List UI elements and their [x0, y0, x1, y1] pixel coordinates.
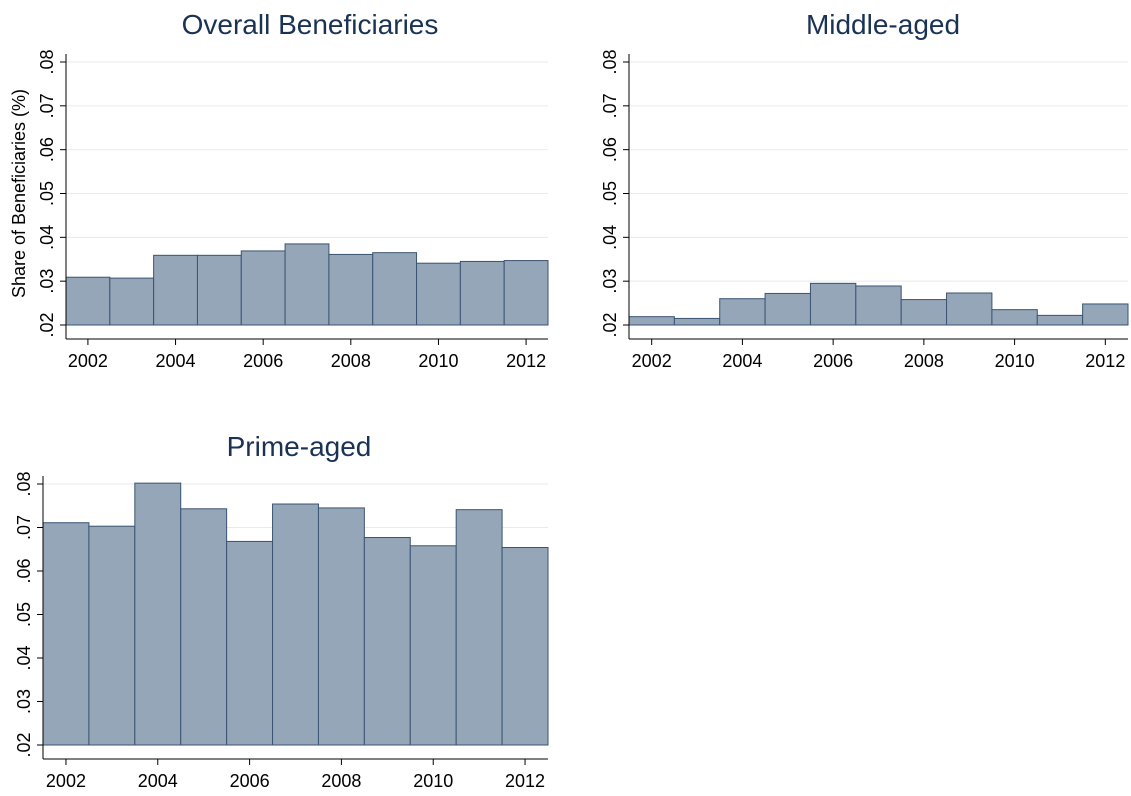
- y-tick-label: .08: [14, 471, 34, 496]
- bar-2008: [317, 507, 365, 746]
- bar-2006: [240, 250, 286, 326]
- y-tick-label: .03: [14, 689, 34, 714]
- bar-2012: [501, 547, 549, 746]
- y-tick-label: .07: [600, 93, 620, 118]
- bar-2004: [153, 254, 198, 326]
- y-tick-label: .05: [14, 602, 34, 627]
- y-tick-label: .08: [600, 49, 620, 74]
- bar-2012: [503, 260, 549, 326]
- x-tick-label: 2008: [321, 771, 361, 791]
- bar-2002: [65, 276, 111, 326]
- bar-2004: [134, 482, 182, 746]
- bar-2005: [764, 292, 811, 326]
- bar-2006: [809, 282, 857, 326]
- y-tick-label: .02: [37, 312, 57, 337]
- bar-2012: [1082, 303, 1129, 326]
- bar-2005: [180, 508, 228, 746]
- x-tick-label: 2006: [813, 351, 853, 371]
- bar-2011: [459, 260, 505, 326]
- chart-panel-2: .02 .03 .04 .05 .06 .07 .08 2002 2004 2006 2008 201…: [600, 9, 1129, 371]
- bar-2009: [363, 537, 411, 746]
- y-tick-label: .07: [37, 93, 57, 118]
- y-tick-label: .05: [600, 181, 620, 206]
- x-tick-label: 2012: [505, 771, 545, 791]
- bar-2003: [673, 317, 721, 326]
- bar-2005: [196, 254, 242, 326]
- bar-2002: [42, 522, 90, 746]
- bar-2010: [416, 262, 461, 326]
- y-axis-label: Share of Beneficiaries (%): [9, 89, 29, 298]
- y-tick-label: .08: [37, 49, 57, 74]
- x-tick-label: 2002: [632, 351, 672, 371]
- chart-title: Prime-aged: [227, 431, 372, 462]
- chart-panel-3: .02 .03 .04 .05 .06 .07 .08 2002 2004 2006 2008 201…: [14, 431, 549, 791]
- chart-title: Overall Beneficiaries: [182, 9, 439, 40]
- bar-2002: [628, 316, 675, 326]
- x-tick-label: 2010: [413, 771, 453, 791]
- y-tick-label: .07: [14, 515, 34, 540]
- y-tick-label: .04: [37, 225, 57, 250]
- y-tick-label: .03: [600, 269, 620, 294]
- x-tick-label: 2006: [230, 771, 270, 791]
- x-tick-label: 2010: [418, 351, 458, 371]
- bar-2010: [409, 545, 457, 746]
- bar-2007: [272, 503, 319, 746]
- bar-2006: [226, 540, 274, 746]
- bar-2003: [109, 277, 155, 326]
- x-tick-label: 2002: [68, 351, 108, 371]
- x-tick-label: 2002: [46, 771, 86, 791]
- y-tick-label: .02: [600, 312, 620, 337]
- y-tick-label: .02: [14, 732, 34, 757]
- bar-2011: [1036, 314, 1084, 326]
- y-tick-label: .06: [600, 137, 620, 162]
- y-tick-label: .03: [37, 269, 57, 294]
- x-tick-label: 2006: [243, 351, 283, 371]
- y-tick-label: .04: [600, 225, 620, 250]
- bar-2008: [900, 299, 948, 326]
- bar-2003: [88, 525, 136, 746]
- y-tick-label: .06: [37, 137, 57, 162]
- x-tick-label: 2012: [506, 351, 546, 371]
- y-tick-label: .06: [14, 558, 34, 583]
- x-tick-label: 2008: [904, 351, 944, 371]
- y-tick-label: .04: [14, 645, 34, 670]
- x-tick-label: 2010: [995, 351, 1035, 371]
- y-tick-label: .05: [37, 181, 57, 206]
- chart-title: Middle-aged: [806, 9, 960, 40]
- chart-panel-1: .02 .03 .04 .05 .06 .07 .08 2002 2004 2006 2008 201…: [9, 9, 549, 371]
- bar-2007: [284, 243, 330, 326]
- bar-2004: [719, 298, 766, 326]
- x-tick-label: 2004: [138, 771, 178, 791]
- bar-2008: [328, 253, 374, 326]
- x-tick-label: 2008: [331, 351, 371, 371]
- x-tick-label: 2004: [722, 351, 762, 371]
- bar-2009: [946, 292, 993, 326]
- bar-2010: [991, 309, 1038, 326]
- bar-2009: [372, 252, 418, 326]
- x-tick-label: 2012: [1085, 351, 1125, 371]
- bar-2007: [855, 285, 902, 326]
- bar-2011: [455, 509, 503, 746]
- x-tick-label: 2004: [156, 351, 196, 371]
